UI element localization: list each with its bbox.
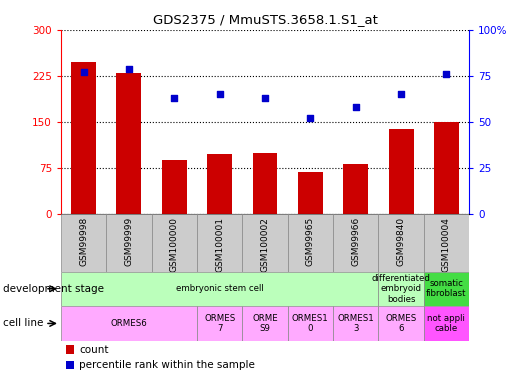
Bar [388,129,413,214]
Text: GSM100002: GSM100002 [261,217,269,272]
Text: somatic
fibroblast: somatic fibroblast [426,279,466,298]
Point [397,92,405,98]
FancyBboxPatch shape [333,306,378,341]
Bar [66,345,74,354]
Bar [117,73,142,214]
Text: count: count [79,345,109,355]
Point [215,92,224,98]
FancyBboxPatch shape [242,214,288,272]
Text: GSM99965: GSM99965 [306,217,315,266]
Text: GSM100004: GSM100004 [442,217,451,272]
Point [306,115,315,121]
FancyBboxPatch shape [378,214,423,272]
FancyBboxPatch shape [423,306,469,341]
Bar [434,122,459,214]
Bar [71,62,96,214]
FancyBboxPatch shape [107,214,152,272]
Bar [343,164,368,214]
Text: differentiated
embryoid
bodies: differentiated embryoid bodies [372,274,430,304]
Text: embryonic stem cell: embryonic stem cell [176,284,263,293]
Bar [207,154,232,214]
Point [261,95,269,101]
Point [125,66,133,72]
FancyBboxPatch shape [197,214,242,272]
Text: development stage: development stage [3,284,104,294]
FancyBboxPatch shape [423,214,469,272]
FancyBboxPatch shape [333,214,378,272]
FancyBboxPatch shape [423,272,469,306]
FancyBboxPatch shape [152,214,197,272]
Point [351,104,360,110]
Text: GSM99840: GSM99840 [396,217,405,266]
FancyBboxPatch shape [61,214,107,272]
FancyBboxPatch shape [242,306,288,341]
Text: GSM99998: GSM99998 [79,217,88,266]
Bar [66,361,74,369]
Text: not appli
cable: not appli cable [427,314,465,333]
FancyBboxPatch shape [288,214,333,272]
Bar [162,160,187,214]
Text: GSM100000: GSM100000 [170,217,179,272]
Bar [298,172,323,214]
FancyBboxPatch shape [378,272,423,306]
FancyBboxPatch shape [197,306,242,341]
Text: ORMES
7: ORMES 7 [204,314,235,333]
Text: percentile rank within the sample: percentile rank within the sample [79,360,255,370]
Text: GSM99999: GSM99999 [125,217,134,266]
FancyBboxPatch shape [61,272,378,306]
Text: ORME
S9: ORME S9 [252,314,278,333]
Text: ORMES6: ORMES6 [111,319,147,328]
Text: GSM99966: GSM99966 [351,217,360,266]
FancyBboxPatch shape [288,306,333,341]
Point [80,69,88,75]
Point [170,95,179,101]
Text: ORMES1
0: ORMES1 0 [292,314,329,333]
Text: GDS2375 / MmuSTS.3658.1.S1_at: GDS2375 / MmuSTS.3658.1.S1_at [153,13,377,26]
Text: ORMES1
3: ORMES1 3 [337,314,374,333]
Text: ORMES
6: ORMES 6 [385,314,417,333]
FancyBboxPatch shape [61,306,197,341]
Text: cell line: cell line [3,318,43,328]
Bar [252,153,278,214]
Text: GSM100001: GSM100001 [215,217,224,272]
Point [442,71,450,77]
FancyBboxPatch shape [378,306,423,341]
